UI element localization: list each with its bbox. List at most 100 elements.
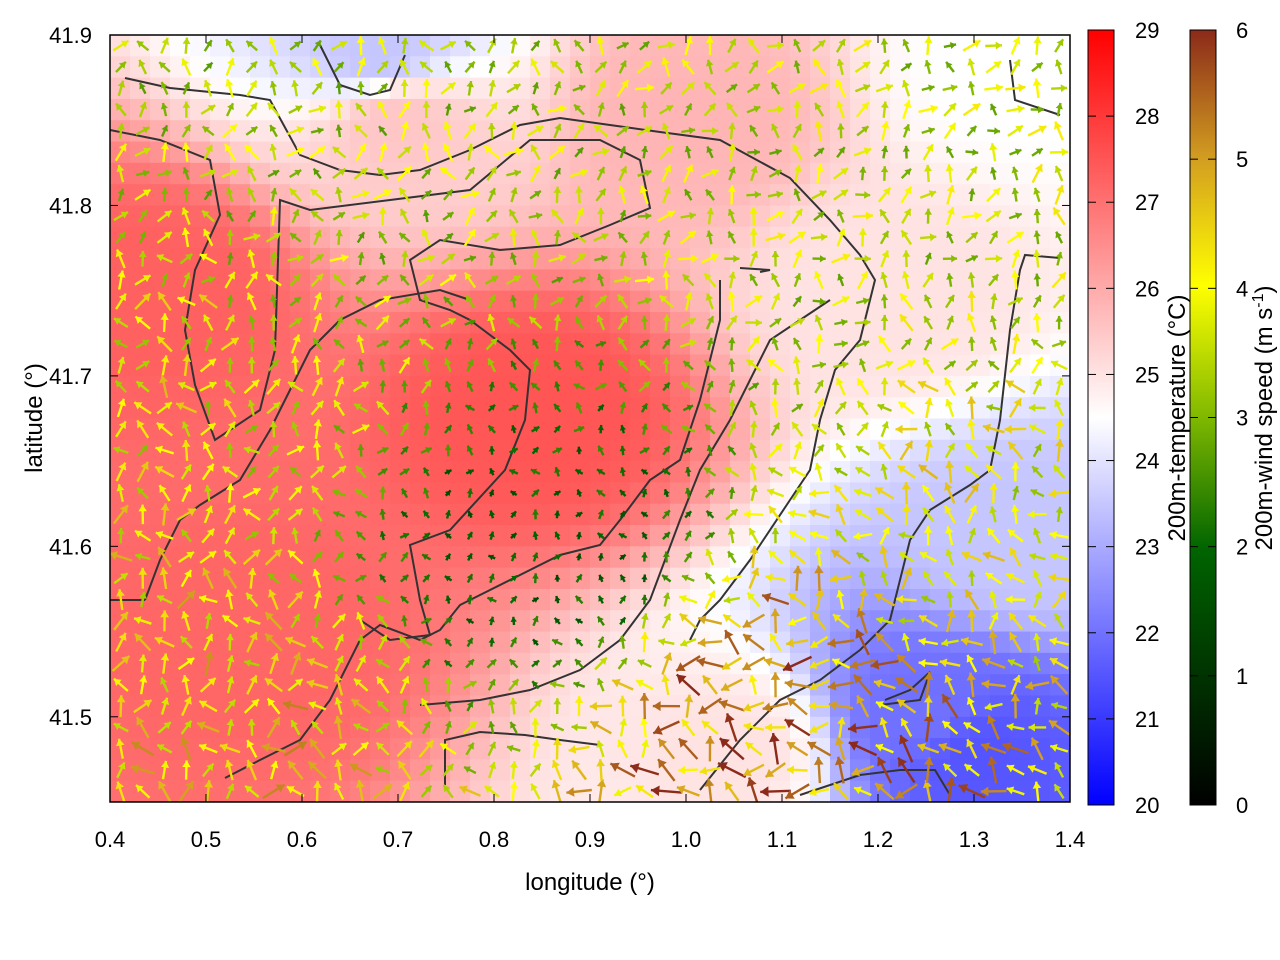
wind-arrow-head	[265, 678, 274, 687]
wind-arrow-head	[227, 505, 236, 514]
wind-arrow-head	[138, 504, 147, 512]
wind-arrow-head	[401, 552, 408, 559]
wind-arrow-head	[225, 187, 234, 195]
wind-arrow	[333, 715, 343, 740]
temperature-cell	[490, 290, 511, 313]
wind-arrow-head	[380, 574, 386, 581]
wind-arrow-head	[225, 589, 234, 598]
temperature-cell	[370, 482, 391, 505]
wind-arrow	[291, 527, 299, 544]
wind-arrow	[311, 506, 323, 522]
temperature-cell	[950, 333, 971, 356]
temperature-cell	[730, 674, 751, 697]
temperature-cell	[630, 546, 651, 569]
wind-arrow-head	[113, 446, 121, 454]
wind-arrow-head	[403, 741, 412, 750]
wind-arrow-head	[157, 744, 165, 752]
wind-arrow-head	[511, 679, 519, 687]
wind-arrow-head	[159, 567, 169, 576]
temperature-cell	[790, 269, 811, 292]
wind-arrow-head	[553, 186, 562, 193]
wind-arrow-head	[459, 785, 468, 794]
wind-arrow-head	[576, 147, 583, 155]
temperature-cell	[130, 397, 151, 420]
wind-arrow-head	[224, 759, 234, 768]
wind-arrow	[532, 358, 540, 373]
wind-arrow	[444, 103, 452, 116]
wind-arrow	[464, 39, 476, 52]
wind-arrow-head	[445, 533, 452, 539]
wind-arrow	[420, 379, 432, 394]
temperature-cell	[170, 631, 191, 654]
wind-arrow	[398, 317, 411, 328]
wind-arrow	[398, 356, 411, 374]
temperature-cell	[490, 588, 511, 611]
wind-arrow-head	[466, 81, 474, 88]
wind-arrow	[422, 677, 430, 693]
wind-arrow-head	[272, 378, 281, 387]
wind-arrow-head	[116, 484, 125, 492]
temperature-cell	[810, 162, 831, 185]
wind-arrow	[356, 611, 366, 630]
temperature-cell	[630, 780, 651, 802]
wind-arrow	[576, 489, 583, 498]
wind-arrow-head	[510, 511, 516, 518]
temperature-cell	[930, 525, 951, 547]
wind-arrow	[442, 784, 454, 799]
wind-arrow	[553, 38, 562, 53]
wind-arrow	[198, 293, 218, 309]
wind-arrow	[355, 779, 365, 802]
wind-arrow	[334, 633, 344, 651]
wind-arrow	[160, 142, 170, 162]
wind-arrow	[530, 468, 541, 475]
temperature-cell	[870, 184, 891, 207]
wind-arrow-head	[424, 168, 431, 176]
temperature-cell	[410, 652, 431, 675]
temperature-cell	[470, 588, 491, 611]
temperature-cell	[690, 439, 711, 462]
wind-arrow-head	[534, 191, 541, 198]
temperature-cell	[750, 35, 771, 57]
wind-arrow	[177, 296, 196, 307]
wind-arrow-head	[574, 340, 582, 347]
wind-arrow	[158, 61, 171, 73]
temperature-cell	[490, 610, 511, 633]
wind-arrow-head	[317, 146, 326, 154]
temperature-cell	[690, 269, 711, 292]
wind-arrow	[466, 380, 474, 393]
wind-arrow-head	[182, 760, 191, 768]
wind-arrow	[506, 169, 522, 177]
wind-arrow-head	[530, 783, 538, 792]
wind-arrow	[421, 228, 431, 247]
temperature-cell	[510, 461, 531, 484]
temperature-cell	[150, 780, 171, 802]
wind-arrow-head	[515, 147, 523, 156]
wind-arrow	[311, 376, 323, 397]
temperature-cell	[510, 525, 531, 547]
wind-arrow-head	[117, 398, 126, 407]
wind-arrow	[243, 379, 260, 394]
wind-arrow-head	[358, 232, 365, 239]
wind-arrow	[460, 190, 480, 199]
temperature-cell	[790, 546, 811, 569]
temperature-cell	[510, 738, 531, 760]
wind-arrow	[176, 589, 196, 610]
temperature-cell	[550, 418, 571, 441]
temperature-cell	[410, 439, 431, 462]
temperature-cell	[1010, 482, 1031, 505]
temperature-cell	[210, 35, 231, 57]
wind-arrow-head	[488, 425, 495, 432]
temperature-cell	[870, 35, 891, 57]
temperature-cell	[930, 588, 951, 611]
temperature-cell	[410, 269, 431, 292]
wind-arrow	[420, 447, 433, 454]
temperature-cell	[430, 248, 451, 270]
wind-arrow	[181, 58, 192, 76]
wind-arrow	[306, 679, 329, 689]
temperature-cell	[210, 162, 231, 185]
temperature-cell	[150, 674, 171, 697]
wind-arrow-head	[446, 763, 454, 772]
wind-arrow-head	[445, 338, 452, 346]
wind-arrow	[547, 104, 567, 114]
wind-arrow-head	[357, 595, 364, 602]
